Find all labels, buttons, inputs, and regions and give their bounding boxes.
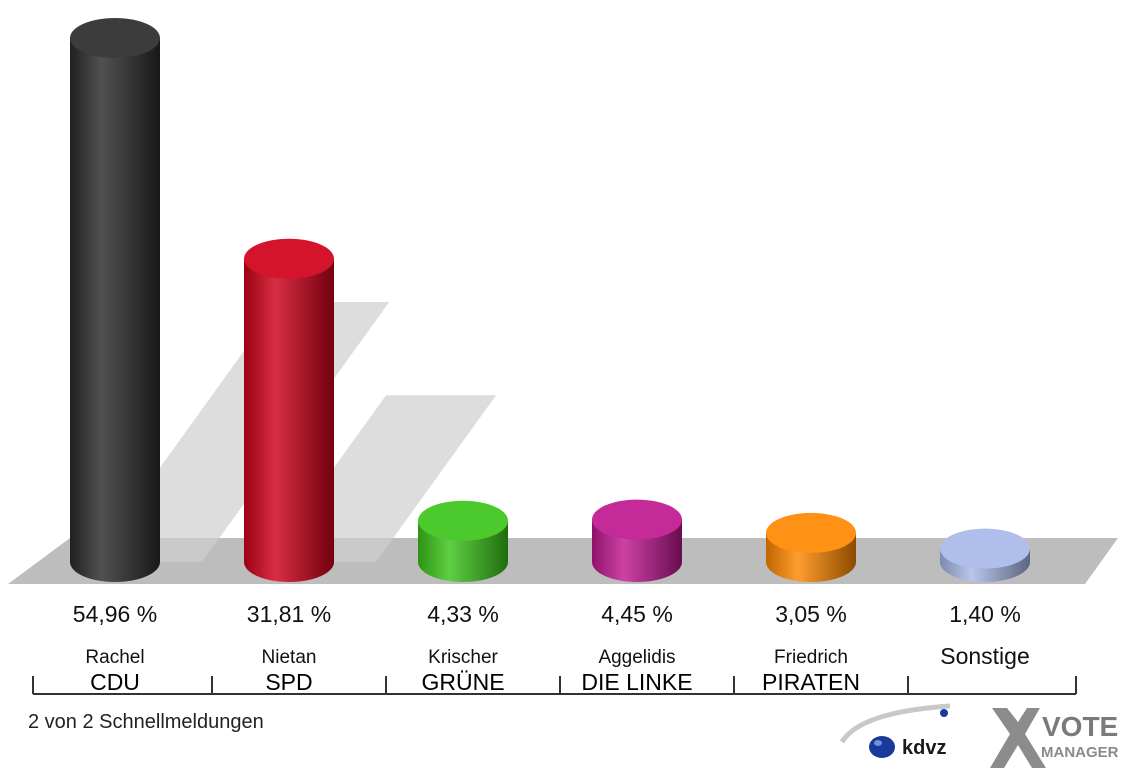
value-label: 4,45 % xyxy=(601,601,673,627)
svg-text:kdvz: kdvz xyxy=(902,737,946,759)
candidate-label: Rachel xyxy=(85,647,144,668)
footer-note: 2 von 2 Schnellmeldungen xyxy=(28,711,264,733)
bar-cap xyxy=(70,18,160,58)
kdvz-logo: kdvz xyxy=(839,703,951,759)
value-label: 54,96 % xyxy=(73,601,157,627)
party-label: PIRATEN xyxy=(762,669,860,695)
candidate-label: Krischer xyxy=(428,647,498,668)
value-label: 4,33 % xyxy=(427,601,499,627)
bar-cap xyxy=(766,512,856,553)
svg-text:MANAGER: MANAGER xyxy=(1041,744,1119,761)
party-label: SPD xyxy=(265,669,312,695)
party-label: CDU xyxy=(90,669,140,695)
bar-cap xyxy=(418,500,508,541)
party-label: Sonstige xyxy=(940,643,1030,669)
candidate-label: Aggelidis xyxy=(598,647,675,668)
party-label: GRÜNE xyxy=(421,669,504,695)
svg-text:VOTE: VOTE xyxy=(1042,711,1118,742)
bar-cap xyxy=(244,238,334,279)
party-label: DIE LINKE xyxy=(581,669,692,695)
bar-cdu xyxy=(70,38,160,582)
bar-cap xyxy=(940,528,1030,569)
candidate-label: Friedrich xyxy=(774,647,848,668)
bar-cap xyxy=(592,499,682,540)
value-label: 3,05 % xyxy=(775,601,847,627)
value-label: 31,81 % xyxy=(247,601,331,627)
candidate-label: Nietan xyxy=(262,647,317,668)
bar-spd xyxy=(244,258,334,582)
vote-manager-logo: VOTE MANAGER xyxy=(990,708,1119,768)
value-label: 1,40 % xyxy=(949,601,1021,627)
